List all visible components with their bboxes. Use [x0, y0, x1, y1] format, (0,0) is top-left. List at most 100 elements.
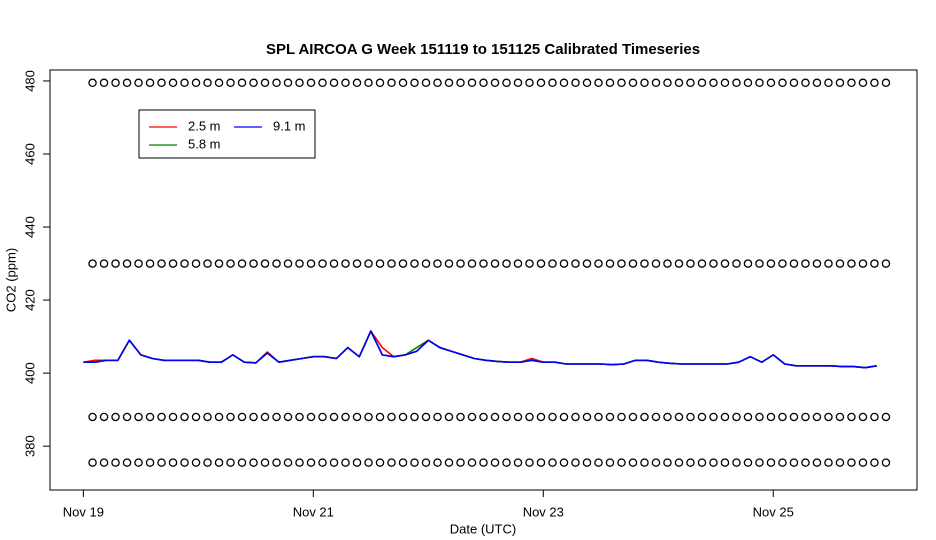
calibration-point [789, 259, 799, 268]
calibration-point [881, 412, 891, 422]
calibration-point [99, 458, 109, 467]
calibration-point [421, 412, 431, 422]
calibration-point [720, 78, 730, 88]
calibration-point [651, 412, 661, 422]
calibration-point [410, 78, 419, 88]
calibration-point [375, 259, 385, 268]
calibration-point [318, 458, 327, 467]
calibration-point [157, 259, 166, 268]
calibration-point [755, 259, 764, 268]
calibration-point [341, 412, 350, 422]
calibration-point [375, 78, 385, 88]
calibration-point [479, 458, 488, 467]
calibration-point [720, 412, 730, 422]
calibration-point [824, 259, 833, 268]
calibration-point [295, 412, 304, 422]
calibration-point [352, 458, 362, 467]
calibration-point [134, 412, 143, 422]
calibration-point [858, 78, 868, 88]
calibration-point [134, 259, 143, 268]
calibration-point [548, 458, 557, 467]
calibration-point [536, 78, 546, 88]
calibration-point [513, 458, 523, 467]
calibration-point [180, 259, 189, 268]
calibration-point [651, 78, 661, 88]
calibration-point [663, 458, 672, 467]
calibration-point [594, 78, 603, 88]
calibration-point [260, 412, 270, 422]
calibration-point [640, 78, 649, 88]
calibration-point [640, 259, 649, 268]
calibration-point [467, 78, 477, 88]
calibration-point [421, 78, 431, 88]
calibration-point [387, 259, 396, 268]
calibration-point [789, 458, 799, 467]
calibration-point [433, 259, 442, 268]
calibration-point [490, 259, 500, 268]
calibration-point [628, 412, 638, 422]
legend-label: 2.5 m [188, 118, 221, 133]
calibration-point [824, 412, 833, 422]
calibration-point [605, 412, 615, 422]
calibration-point [306, 458, 316, 467]
calibration-point [651, 259, 661, 268]
calibration-point [433, 78, 442, 88]
calibration-point [180, 412, 189, 422]
calibration-point [502, 412, 511, 422]
calibration-point [88, 458, 97, 467]
calibration-point [88, 78, 97, 88]
legend-label: 5.8 m [188, 136, 221, 151]
calibration-point [306, 412, 316, 422]
calibration-point [697, 412, 707, 422]
calibration-point [341, 259, 350, 268]
calibration-point [789, 412, 799, 422]
calibration-point [387, 458, 396, 467]
calibration-point [651, 458, 661, 467]
calibration-point [686, 458, 695, 467]
calibration-point [743, 259, 753, 268]
calibration-point [329, 412, 339, 422]
calibration-point [237, 259, 247, 268]
calibration-point [663, 259, 672, 268]
calibration-point [628, 259, 638, 268]
calibration-point [594, 458, 603, 467]
calibration-point [191, 259, 201, 268]
calibration-point [479, 78, 488, 88]
calibration-point [295, 259, 304, 268]
calibration-point [249, 458, 258, 467]
calibration-point [444, 78, 454, 88]
calibration-point [835, 78, 845, 88]
calibration-point [88, 259, 97, 268]
calibration-point [490, 78, 500, 88]
calibration-point [709, 259, 718, 268]
calibration-point [582, 412, 592, 422]
calibration-point [272, 259, 281, 268]
calibration-point [605, 259, 615, 268]
calibration-point [122, 259, 132, 268]
calibration-point [329, 78, 339, 88]
calibration-point [214, 412, 224, 422]
series-line [83, 330, 877, 369]
calibration-point [766, 259, 776, 268]
calibration-point [881, 458, 891, 467]
calibration-point [467, 458, 477, 467]
calibration-point [559, 412, 569, 422]
calibration-point [720, 259, 730, 268]
calibration-point [421, 458, 431, 467]
calibration-point [203, 458, 212, 467]
legend-label: 9.1 m [273, 118, 306, 133]
calibration-point [686, 78, 695, 88]
calibration-point [456, 458, 465, 467]
calibration-point [214, 458, 224, 467]
calibration-point [456, 78, 465, 88]
calibration-point [283, 259, 293, 268]
calibration-point [502, 458, 511, 467]
calibration-point [433, 412, 442, 422]
calibration-point [766, 458, 776, 467]
calibration-point [203, 78, 212, 88]
calibration-point [421, 259, 431, 268]
calibration-point [617, 259, 626, 268]
calibration-point [801, 412, 810, 422]
x-tick-label: Nov 25 [753, 504, 794, 519]
